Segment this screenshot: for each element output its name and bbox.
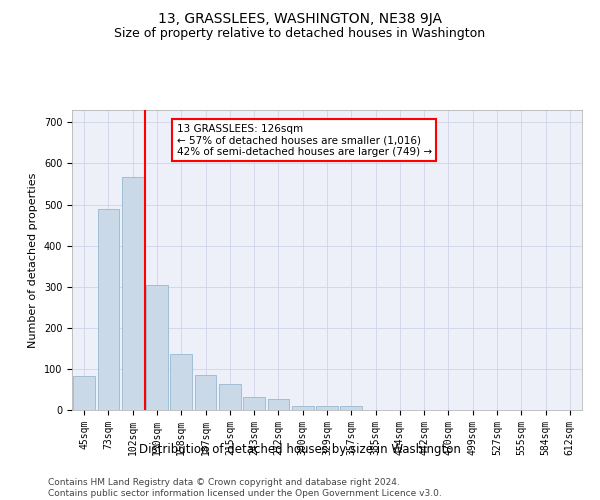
- Bar: [292, 406, 314, 410]
- Bar: [146, 286, 168, 410]
- Bar: [194, 375, 217, 410]
- Bar: [316, 406, 338, 410]
- Bar: [122, 177, 143, 410]
- Bar: [340, 406, 362, 410]
- Bar: [73, 376, 95, 410]
- Text: Contains HM Land Registry data © Crown copyright and database right 2024.
Contai: Contains HM Land Registry data © Crown c…: [48, 478, 442, 498]
- Y-axis label: Number of detached properties: Number of detached properties: [28, 172, 38, 348]
- Text: 13 GRASSLEES: 126sqm
← 57% of detached houses are smaller (1,016)
42% of semi-de: 13 GRASSLEES: 126sqm ← 57% of detached h…: [176, 124, 431, 156]
- Bar: [219, 384, 241, 410]
- Text: Size of property relative to detached houses in Washington: Size of property relative to detached ho…: [115, 28, 485, 40]
- Text: 13, GRASSLEES, WASHINGTON, NE38 9JA: 13, GRASSLEES, WASHINGTON, NE38 9JA: [158, 12, 442, 26]
- Bar: [170, 354, 192, 410]
- Text: Distribution of detached houses by size in Washington: Distribution of detached houses by size …: [139, 444, 461, 456]
- Bar: [97, 208, 119, 410]
- Bar: [243, 397, 265, 410]
- Bar: [268, 399, 289, 410]
